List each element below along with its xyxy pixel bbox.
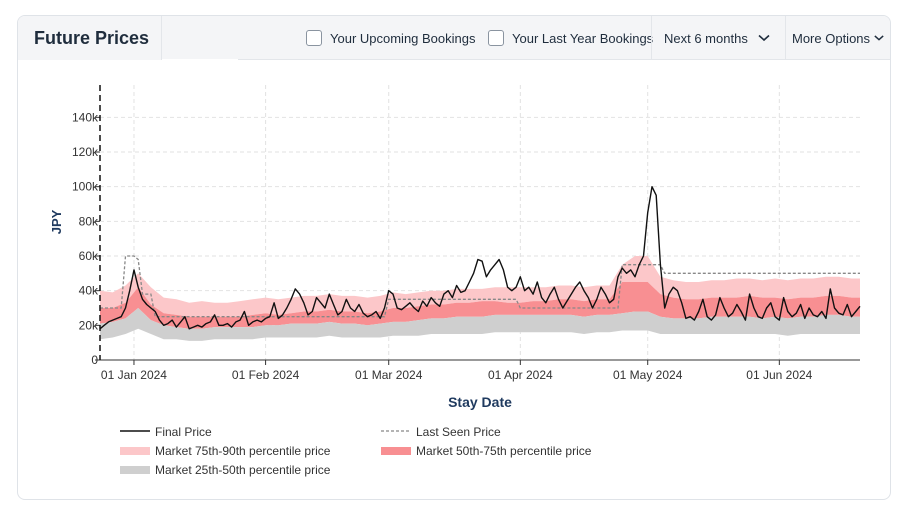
more-options-dropdown[interactable]: More Options xyxy=(785,16,890,60)
x-tick-label: 01 Feb 2024 xyxy=(232,368,300,382)
legend-p75-90-swatch xyxy=(120,447,150,455)
last-year-bookings-label: Your Last Year Bookings xyxy=(512,30,654,46)
x-axis-label: Stay Date xyxy=(448,394,512,410)
upcoming-bookings-toggle[interactable]: Your Upcoming Bookings xyxy=(306,16,476,60)
y-tick-label: 140k xyxy=(72,110,99,124)
y-axis-label: JPY xyxy=(49,209,64,234)
title-tab-underline xyxy=(162,59,238,60)
x-tick-label: 01 May 2024 xyxy=(613,368,683,382)
chart-legend: Final Price Last Seen Price Market 75th-… xyxy=(120,425,592,477)
legend-p25-50-label: Market 25th-50th percentile price xyxy=(155,463,331,477)
chevron-down-icon xyxy=(874,35,884,41)
x-tick-label: 01 Apr 2024 xyxy=(488,368,553,382)
period-dropdown-value: Next 6 months xyxy=(664,30,748,46)
x-tick-label: 01 Jun 2024 xyxy=(746,368,812,382)
future-prices-card: Future Prices Your Upcoming Bookings You… xyxy=(17,15,891,500)
more-options-label: More Options xyxy=(792,30,871,46)
final-price-line xyxy=(99,186,861,330)
y-tick-label: 100k xyxy=(72,180,99,194)
legend-last-seen-label: Last Seen Price xyxy=(416,425,501,439)
legend-p25-50-swatch xyxy=(120,466,150,474)
last-year-bookings-toggle[interactable]: Your Last Year Bookings xyxy=(488,16,653,60)
chevron-down-icon xyxy=(758,34,770,42)
y-tick-label: 20k xyxy=(79,318,99,332)
chart-axes: 0 20k 40k 60k 80k 100k 120k 140k 01 Jan 2024 01 F… xyxy=(72,85,860,382)
legend-final-label: Final Price xyxy=(155,425,212,439)
upcoming-bookings-label: Your Upcoming Bookings xyxy=(330,30,476,46)
legend-p50-75-swatch xyxy=(381,447,411,455)
last-year-bookings-checkbox[interactable] xyxy=(488,30,504,46)
legend-p50-75-label: Market 50th-75th percentile price xyxy=(416,444,592,458)
legend-p75-90-label: Market 75th-90th percentile price xyxy=(155,444,331,458)
y-tick-label: 120k xyxy=(72,145,99,159)
y-tick-label: 0 xyxy=(91,353,98,367)
y-tick-label: 60k xyxy=(79,249,99,263)
y-tick-label: 40k xyxy=(79,284,99,298)
card-title: Future Prices xyxy=(18,16,162,60)
period-dropdown[interactable]: Next 6 months xyxy=(651,16,785,60)
percentile-bands xyxy=(100,256,860,341)
last-seen-price-line xyxy=(100,255,860,318)
x-tick-label: 01 Mar 2024 xyxy=(355,368,423,382)
card-header: Future Prices Your Upcoming Bookings You… xyxy=(18,16,890,60)
band-p25-50 xyxy=(100,308,860,341)
upcoming-bookings-checkbox[interactable] xyxy=(306,30,322,46)
y-tick-label: 80k xyxy=(79,214,99,228)
x-tick-label: 01 Jan 2024 xyxy=(101,368,167,382)
band-p50-75 xyxy=(100,282,860,329)
price-lines xyxy=(99,186,861,330)
